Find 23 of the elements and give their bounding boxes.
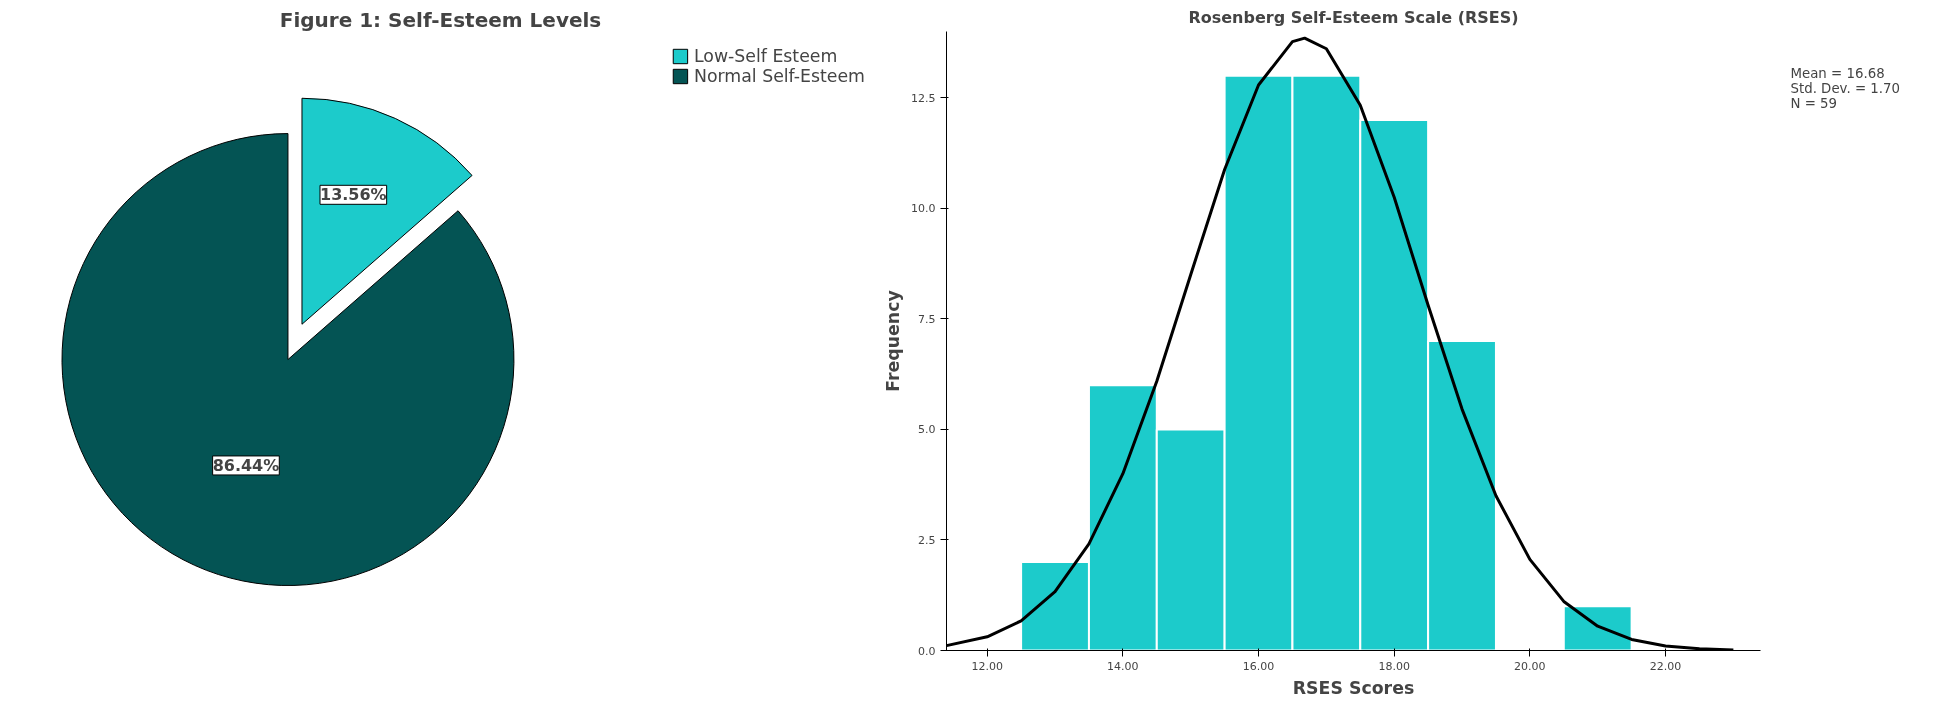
text: Mean = 16.68: [1790, 65, 1885, 81]
chart-title: Rosenberg Self-Esteem Scale (RSES): [1188, 7, 1519, 27]
text: N = 59: [1790, 95, 1838, 111]
chart-title: Figure 1: Self-Esteem Levels: [279, 7, 602, 32]
x-tick-label: 12.00: [971, 659, 1003, 673]
x-tick-label: 22.00: [1649, 659, 1682, 673]
x-axis-title: RSES Scores: [1292, 677, 1415, 698]
legend-label: Low-Self Esteem: [693, 46, 838, 66]
data-label: 13.56%: [320, 185, 387, 205]
y-tick-label: 12.5: [911, 91, 936, 105]
x-tick-label: 16.00: [1242, 659, 1275, 673]
y-tick-label: 7.5: [918, 312, 936, 326]
legend-label: Normal Self-Esteem: [693, 66, 865, 86]
data-label: 86.44%: [212, 455, 280, 475]
y-tick-label: 10.0: [911, 202, 936, 216]
x-tick-label: 18.00: [1378, 659, 1410, 673]
y-tick-label: 0.0: [918, 644, 936, 658]
text: Std. Dev. = 1.70: [1790, 80, 1900, 96]
x-tick-label: 14.00: [1107, 659, 1139, 673]
y-tick-label: 2.5: [918, 533, 936, 547]
y-tick-label: 5.0: [918, 423, 936, 437]
x-tick-label: 20.00: [1514, 659, 1546, 673]
y-axis-title: Frequency: [883, 290, 904, 392]
